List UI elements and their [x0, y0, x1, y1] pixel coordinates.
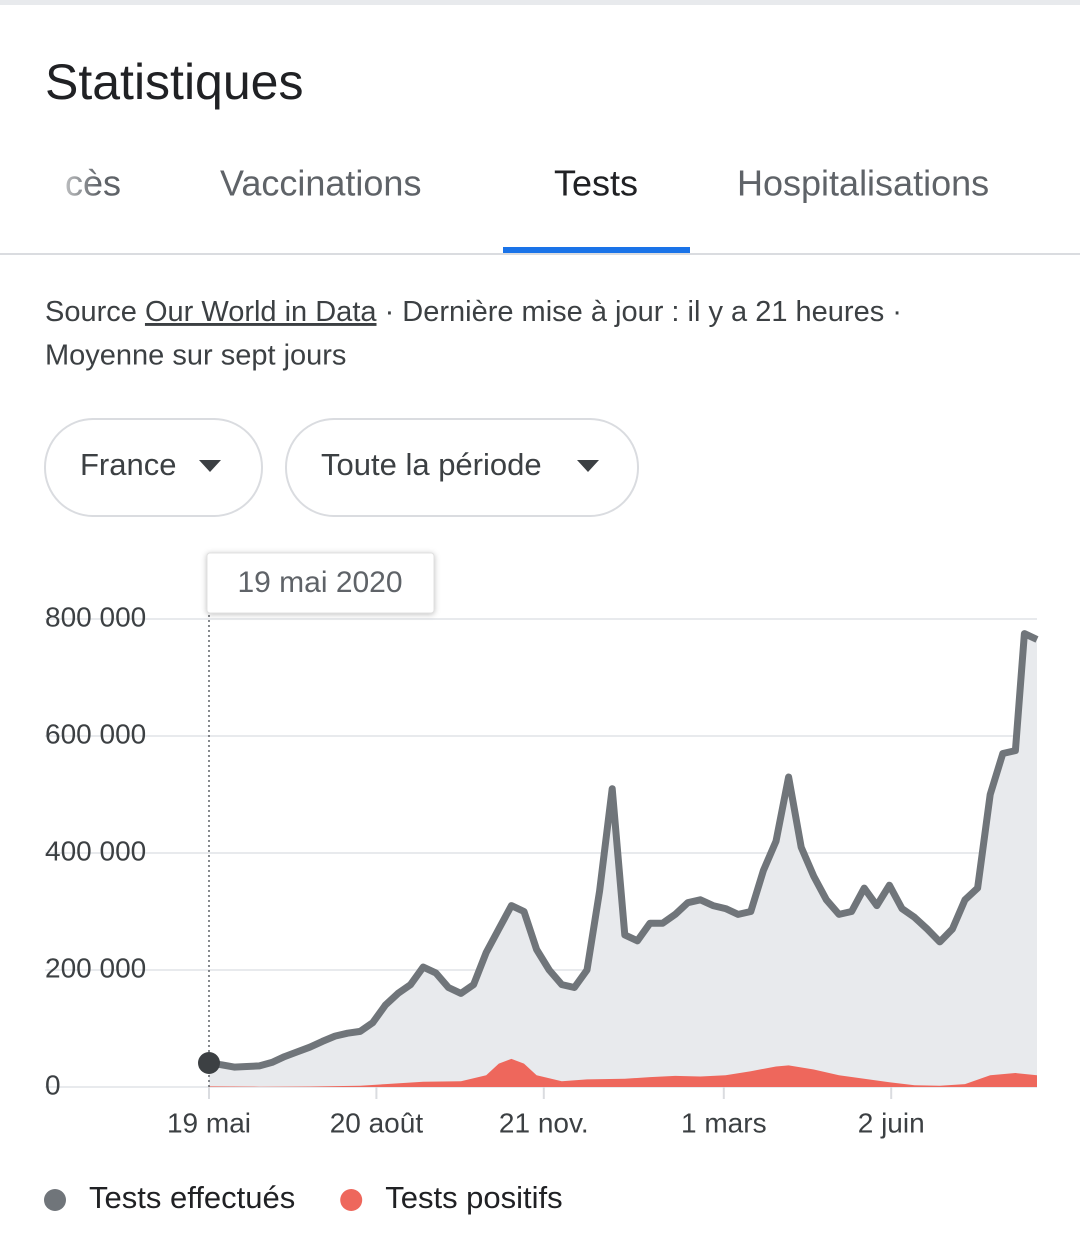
tab[interactable]: Hospitalisations	[737, 163, 989, 204]
tab-indicator	[503, 247, 690, 253]
y-tick-label: 0	[45, 1069, 61, 1100]
legend-label: Tests positifs	[385, 1180, 562, 1215]
x-tick-label: 1 mars	[681, 1107, 767, 1138]
filter-chip[interactable]	[44, 418, 263, 517]
y-tick-label: 200 000	[45, 952, 146, 983]
x-tick-label: 2 juin	[858, 1107, 925, 1138]
chart: 0 200 000 400 000 600 000 800 000 19 mai 20 ao…	[44, 552, 1039, 1215]
area	[209, 633, 1037, 1087]
line	[208, 630, 1039, 1071]
tooltip-box	[206, 552, 435, 614]
source-link[interactable]: Our World in Data	[145, 296, 377, 328]
dropdown-arrow	[577, 460, 599, 472]
filter-label: France	[80, 447, 176, 482]
filter-chip[interactable]	[285, 418, 639, 517]
tab[interactable]: Vaccinations	[220, 163, 421, 204]
filter-label: Toute la période	[321, 447, 542, 482]
dropdown-arrow	[199, 460, 221, 472]
legend-label: Tests effectués	[89, 1180, 295, 1215]
tooltip-text: 19 mai 2020	[237, 566, 402, 599]
y-tick-label: 600 000	[45, 718, 146, 749]
source-line: Source Our World in Data · Dernière mise…	[45, 296, 902, 328]
y-tick-label: 400 000	[45, 835, 146, 866]
x-tick-label: 21 nov.	[499, 1107, 589, 1138]
source-note: Moyenne sur sept jours	[45, 340, 346, 372]
tab-divider	[0, 253, 1080, 255]
y-tick-label: 800 000	[45, 601, 146, 632]
x-tick-label: 19 mai	[167, 1107, 251, 1138]
source-updated: · Dernière mise à jour : il y a 21 heure…	[385, 296, 902, 328]
legend-marker	[340, 1189, 363, 1211]
area	[209, 1058, 1037, 1087]
tab-fade	[40, 160, 100, 210]
top-border	[0, 0, 1080, 5]
source-prefix: Source	[45, 296, 137, 328]
hover-dot	[198, 1052, 220, 1075]
tab-active[interactable]: Tests	[554, 163, 638, 204]
legend-marker	[44, 1189, 66, 1211]
page-title: Statistiques	[45, 54, 303, 110]
x-tick-label: 20 août	[330, 1107, 424, 1138]
